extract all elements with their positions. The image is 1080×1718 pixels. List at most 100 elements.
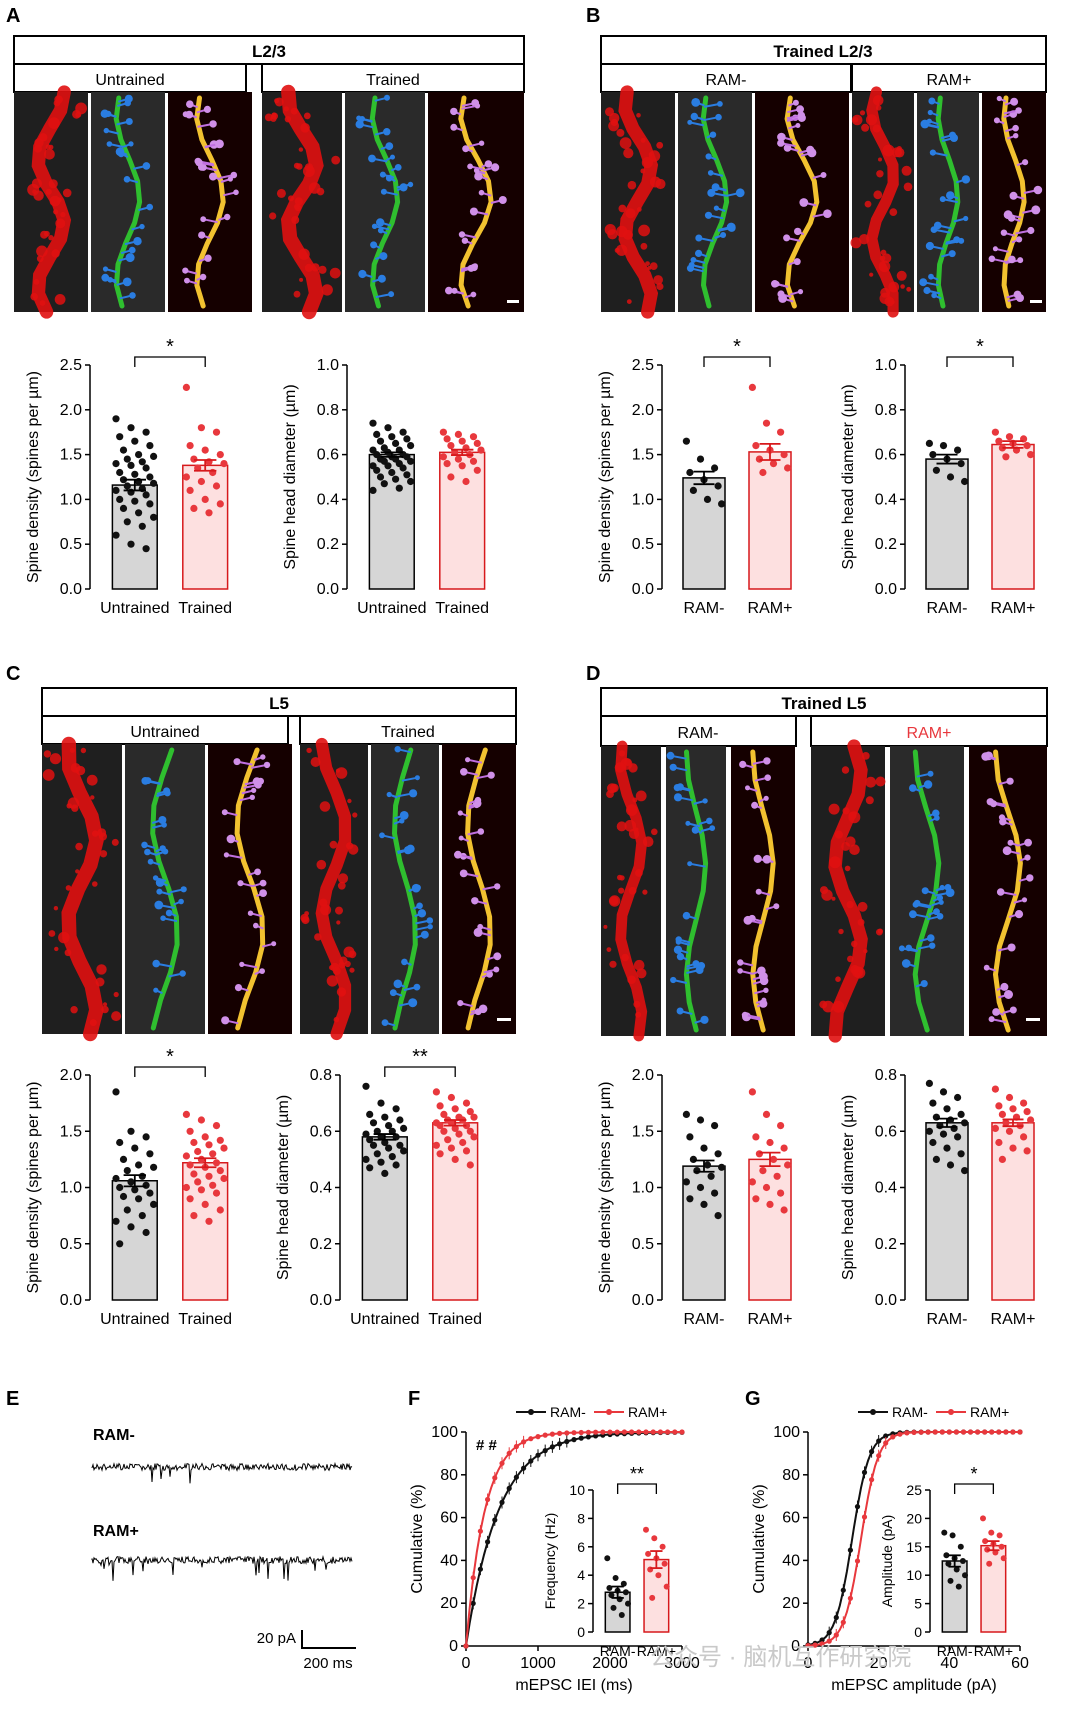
data-point xyxy=(447,1119,455,1127)
micro-a-trained-model-spine-head xyxy=(370,241,378,249)
data-point xyxy=(373,430,381,438)
micro-b-ram-minus-merged-spine-head xyxy=(806,145,815,154)
micro-b-ram-minus-model-spine-head xyxy=(727,223,736,232)
micro-scale-bar xyxy=(497,1018,511,1021)
data-point xyxy=(138,522,146,530)
data-point xyxy=(700,1144,708,1152)
data-point xyxy=(146,500,154,508)
y-tick-label: 1.0 xyxy=(317,357,339,374)
micro-c-trained-merged-spine-head xyxy=(493,952,502,961)
data-point xyxy=(369,419,377,427)
micro-b-ram-minus-red-puncta xyxy=(623,148,634,159)
micro-a-untrained-red-puncta xyxy=(75,111,82,118)
micro-b-ram-plus-red-puncta xyxy=(882,144,895,157)
micro-b-ram-minus-merged-spine-head xyxy=(797,113,806,122)
bar-ram xyxy=(682,1165,726,1301)
micro-a-untrained-merged-spine-head xyxy=(233,189,239,196)
panel-letter-b: B xyxy=(586,5,600,27)
y-axis-label: Cumulative (%) xyxy=(751,1484,768,1593)
data-point xyxy=(752,442,760,450)
data-point xyxy=(780,1144,788,1152)
micro-c-trained-model-spine-head xyxy=(393,979,403,989)
micro-c-untrained-red-puncta xyxy=(113,991,119,998)
data-point xyxy=(703,1161,712,1169)
micro-d-ram-minus-model-spine-head xyxy=(709,825,716,831)
micro-c-trained-red-puncta xyxy=(326,975,339,987)
micro-d-ram-plus-red-puncta xyxy=(844,865,851,872)
data-point xyxy=(392,439,400,447)
micro-c-untrained-merged-spine-head xyxy=(226,834,236,844)
micro-d-ram-plus-red-puncta xyxy=(848,811,857,820)
data-point xyxy=(469,433,478,441)
legend-marker xyxy=(948,1409,954,1415)
panel-d-tab-box-1 xyxy=(600,715,797,747)
data-point xyxy=(953,1566,960,1573)
y-tick-label: 0.0 xyxy=(60,581,82,598)
data-point xyxy=(941,1529,948,1536)
data-point xyxy=(955,1583,962,1590)
data-point xyxy=(469,457,478,465)
data-point xyxy=(142,1133,150,1141)
micro-a-untrained-merged-spine-head xyxy=(204,254,212,262)
micro-d-ram-minus-red-puncta xyxy=(642,889,648,895)
micro-a-untrained-model-spine-head xyxy=(125,118,133,125)
panel-d-title: Trained L5 xyxy=(781,694,866,713)
data-point xyxy=(932,1155,941,1163)
micro-b-ram-plus-red-puncta xyxy=(865,114,878,126)
micro-d-ram-plus-model-spine-head xyxy=(934,815,940,821)
data-point xyxy=(186,1161,194,1169)
micro-a-untrained-model-spine-head xyxy=(101,273,110,282)
micro-c-trained-merged-spine-head xyxy=(474,1008,482,1016)
micro-a-trained-red-puncta xyxy=(303,165,315,178)
micro-b-ram-minus-merged-spine-head xyxy=(820,172,827,178)
micro-c-untrained-model-spine-head xyxy=(155,878,165,887)
micro-d-ram-minus-red-puncta xyxy=(634,827,639,832)
data-point xyxy=(748,1088,757,1096)
significance-marker: * xyxy=(166,336,174,358)
micro-c-untrained-red-dendrite xyxy=(61,736,104,1042)
micro-c-trained-merged-spine-head xyxy=(457,1000,464,1007)
data-point xyxy=(123,482,131,490)
data-point xyxy=(625,1600,631,1607)
micro-a-trained-merged-spine-head xyxy=(498,196,507,204)
micro-d-ram-minus-red-puncta xyxy=(616,821,627,832)
micro-c-untrained-red-puncta xyxy=(95,977,105,987)
micro-d-ram-plus-merged-spine-head xyxy=(983,964,990,971)
micro-c-trained-red-puncta xyxy=(319,801,331,812)
micro-a-trained-red-puncta xyxy=(300,123,310,133)
micro-c-trained-red-puncta xyxy=(335,906,343,915)
micro-b-ram-plus-merged-spine-head xyxy=(1009,191,1018,200)
data-point xyxy=(459,1138,467,1147)
micro-d-ram-minus-model-spine-head xyxy=(676,1007,684,1015)
panel-c-tab-1: Untrained xyxy=(130,724,199,741)
micro-b-ram-minus-red-puncta xyxy=(648,152,653,157)
data-point xyxy=(748,383,757,391)
micro-a-trained-merged-spine-head xyxy=(451,287,458,294)
micro-c-trained-model-spine-head xyxy=(408,998,418,1008)
micro-d-ram-plus-merged-spine-head xyxy=(1002,846,1012,856)
micro-d-ram-minus-merged-spine-head xyxy=(755,888,762,895)
micro-b-ram-minus-model-shaft xyxy=(700,95,730,309)
y-tick-label: 0.8 xyxy=(875,1067,897,1084)
micro-d-ram-minus-model-spine-head xyxy=(700,1015,709,1024)
micro-c-untrained-red-puncta xyxy=(48,930,56,937)
micro-c-untrained-red-puncta xyxy=(86,774,98,786)
micro-d-ram-plus-red-puncta xyxy=(831,896,836,901)
data-point xyxy=(112,1217,120,1225)
data-point xyxy=(714,1150,722,1158)
data-point xyxy=(961,1167,969,1175)
micro-c-untrained-merged-spine-head xyxy=(263,761,271,769)
data-point xyxy=(686,1195,694,1203)
data-point xyxy=(766,1138,774,1147)
micro-a-trained-red-puncta xyxy=(269,212,277,220)
micro-a-trained-model-spine-head xyxy=(379,171,386,178)
micro-a-trained-red-puncta xyxy=(288,195,294,202)
micro-d-ram-minus-red-puncta xyxy=(619,875,625,881)
bar-ram xyxy=(748,451,792,590)
micro-c-untrained-red-puncta xyxy=(75,869,80,874)
x-category-label: Untrained xyxy=(350,1311,419,1328)
micro-b-ram-minus-model-spine-head xyxy=(695,234,703,242)
micro-b-ram-plus-merged-spine-head xyxy=(1033,185,1043,195)
micro-a-trained-red-puncta xyxy=(294,197,303,206)
micro-d-ram-minus-merged-bg xyxy=(731,746,795,1036)
